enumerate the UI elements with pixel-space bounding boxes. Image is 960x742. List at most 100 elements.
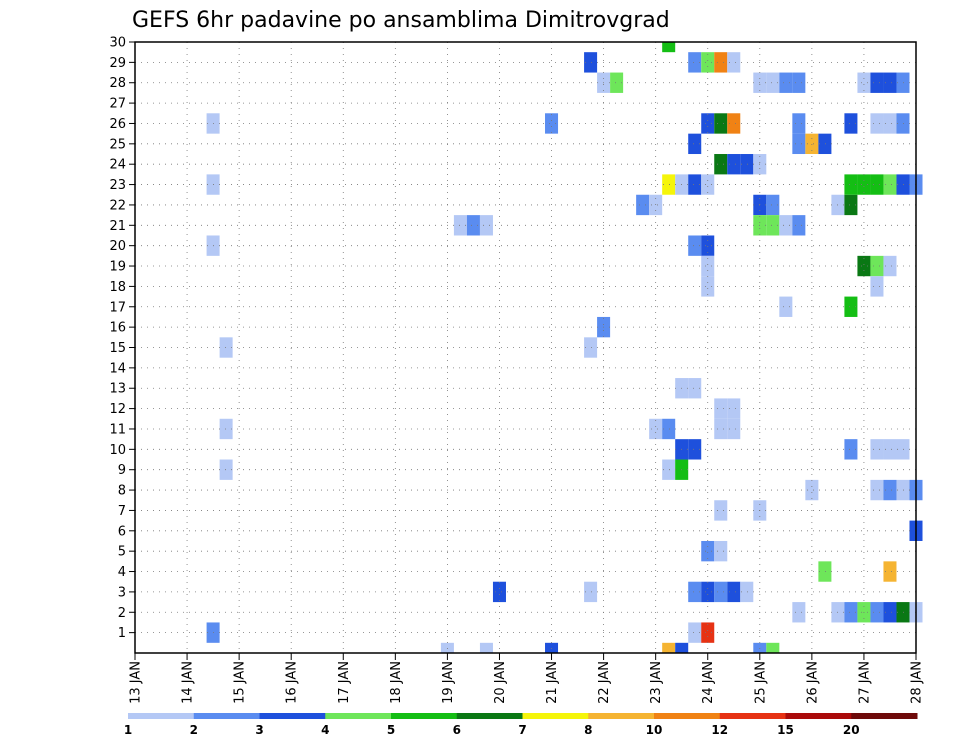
heatmap-cell bbox=[727, 581, 741, 603]
y-tick-label: 14 bbox=[109, 361, 126, 376]
heatmap-cell bbox=[688, 581, 702, 603]
heatmap-cell bbox=[844, 439, 858, 460]
y-tick-label: 22 bbox=[109, 198, 126, 213]
y-tick-label: 17 bbox=[109, 300, 126, 315]
x-tick-label: 26 JAN bbox=[805, 661, 820, 704]
legend-swatch bbox=[325, 713, 392, 719]
y-tick-label: 25 bbox=[109, 137, 126, 152]
heatmap-cell bbox=[701, 174, 715, 195]
heatmap-cell bbox=[688, 174, 702, 195]
x-tick-label: 19 JAN bbox=[441, 661, 456, 704]
heatmap-cell bbox=[701, 276, 715, 297]
legend-label: 2 bbox=[190, 723, 198, 737]
heatmap-cell bbox=[896, 113, 910, 134]
y-tick-label: 23 bbox=[109, 178, 126, 193]
heatmap-cell bbox=[818, 133, 832, 155]
y-tick-label: 1 bbox=[118, 626, 126, 641]
heatmap-cell bbox=[545, 113, 559, 134]
x-tick-label: 18 JAN bbox=[389, 661, 404, 704]
heatmap-cell bbox=[662, 642, 676, 653]
legend-swatch bbox=[391, 713, 458, 719]
heatmap-cell bbox=[805, 133, 819, 155]
heatmap-cell bbox=[636, 194, 650, 216]
heatmap-cell bbox=[779, 296, 793, 317]
legend-swatch bbox=[851, 713, 918, 719]
heatmap-cell bbox=[492, 581, 506, 603]
heatmap-cell bbox=[219, 418, 233, 440]
y-tick-label: 20 bbox=[109, 239, 126, 254]
heatmap-cell bbox=[701, 540, 715, 562]
legend-label: 10 bbox=[646, 723, 663, 737]
heatmap-cell bbox=[792, 602, 806, 623]
y-tick-label: 13 bbox=[109, 382, 126, 397]
y-tick-label: 16 bbox=[109, 321, 126, 336]
heatmap-cell bbox=[740, 154, 754, 175]
heatmap-cell bbox=[870, 174, 884, 195]
y-tick-label: 6 bbox=[118, 524, 126, 539]
heatmap-cell bbox=[479, 215, 493, 236]
heatmap-cell bbox=[792, 215, 806, 236]
heatmap-cell bbox=[714, 418, 728, 440]
heatmap-cell bbox=[714, 52, 728, 73]
legend-swatch bbox=[128, 713, 195, 719]
heatmap-cell bbox=[779, 215, 793, 236]
y-tick-label: 19 bbox=[109, 260, 126, 275]
heatmap-cell bbox=[883, 72, 897, 93]
y-tick-label: 3 bbox=[118, 585, 126, 600]
x-tick-label: 28 JAN bbox=[910, 661, 925, 704]
heatmap-cell bbox=[779, 72, 793, 93]
heatmap-cell bbox=[870, 72, 884, 93]
y-axis: 1234567891011121314151617181920212223242… bbox=[109, 36, 135, 641]
heatmap-cell bbox=[766, 72, 780, 93]
heatmap-cell bbox=[883, 113, 897, 134]
heatmap-cell bbox=[896, 439, 910, 460]
x-tick-label: 23 JAN bbox=[649, 661, 664, 704]
heatmap-cell bbox=[844, 194, 858, 216]
heatmap-cell bbox=[857, 255, 871, 277]
heatmap-cell bbox=[870, 255, 884, 277]
heatmap-cell bbox=[805, 479, 819, 501]
grid-lines bbox=[135, 42, 916, 653]
heatmap-cell bbox=[766, 194, 780, 216]
heatmap-cell bbox=[714, 581, 728, 603]
heatmap-cell bbox=[662, 42, 676, 53]
heatmap-cell bbox=[727, 154, 741, 175]
legend-label: 15 bbox=[777, 723, 794, 737]
heatmap-cell bbox=[883, 561, 897, 582]
x-tick-label: 14 JAN bbox=[181, 661, 196, 704]
heatmap-cell bbox=[714, 500, 728, 521]
heatmap-cell bbox=[844, 296, 858, 317]
legend-swatch bbox=[785, 713, 852, 719]
heatmap-cell bbox=[453, 215, 467, 236]
x-tick-label: 13 JAN bbox=[129, 661, 144, 704]
color-legend: 1 2 3 4 5 6 7 8 10 12 15 20 bbox=[124, 713, 918, 737]
heatmap-cell bbox=[870, 113, 884, 134]
y-tick-label: 11 bbox=[109, 422, 126, 437]
heatmap-cell bbox=[714, 113, 728, 134]
x-axis: 13 JAN 14 JAN 15 JAN 16 JAN 17 JAN 18 JAN 19 J… bbox=[129, 653, 925, 704]
heatmap-cell bbox=[440, 642, 454, 653]
y-tick-label: 7 bbox=[118, 504, 126, 519]
y-tick-label: 26 bbox=[109, 117, 126, 132]
heatmap-cell bbox=[675, 642, 689, 653]
heatmap-cell bbox=[688, 622, 702, 643]
chart-title: GEFS 6hr padavine po ansamblima Dimitrov… bbox=[132, 8, 670, 33]
heatmap-cell bbox=[792, 72, 806, 93]
heatmap-cell bbox=[870, 602, 884, 623]
legend-swatch bbox=[654, 713, 721, 719]
heatmap-cell bbox=[818, 561, 832, 582]
heatmap-cell bbox=[219, 459, 233, 480]
y-tick-label: 8 bbox=[118, 484, 126, 499]
heatmap-cell bbox=[688, 378, 702, 399]
y-tick-label: 21 bbox=[109, 219, 126, 234]
heatmap-cell bbox=[792, 133, 806, 155]
x-tick-label: 27 JAN bbox=[857, 661, 872, 704]
heatmap-cell bbox=[701, 113, 715, 134]
heatmap-cell bbox=[870, 276, 884, 297]
x-tick-label: 22 JAN bbox=[597, 661, 612, 704]
y-tick-label: 12 bbox=[109, 402, 126, 417]
heatmap-cell bbox=[688, 133, 702, 155]
heatmap-cell bbox=[688, 235, 702, 256]
heatmap-cell bbox=[688, 52, 702, 73]
heatmap-cell bbox=[727, 113, 741, 134]
